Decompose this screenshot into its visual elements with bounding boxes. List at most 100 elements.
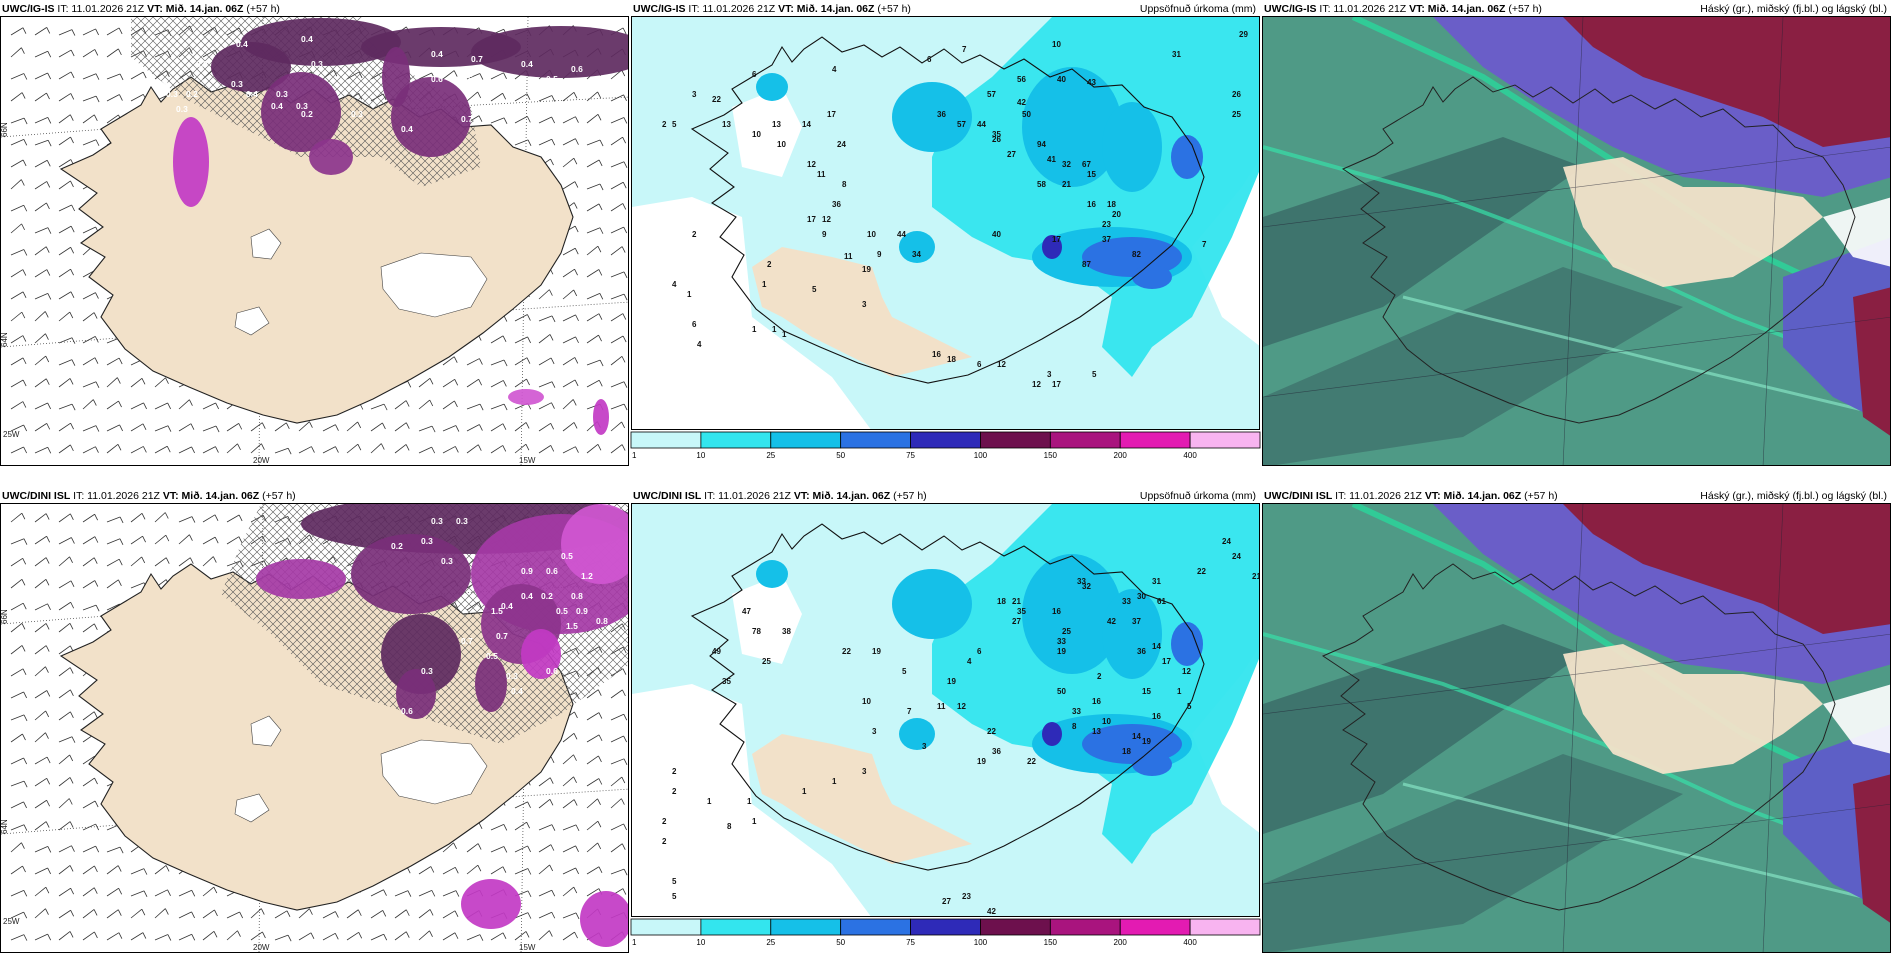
graticule — [1263, 17, 1890, 465]
precip-map[interactable]: 2424212231613033333216182135273742251933… — [631, 503, 1260, 917]
precip-map[interactable]: 6 7 10 31 29 26 25 4 56 40 43 57 42 50 36 57 44 35 94 67 26 2… — [631, 16, 1260, 430]
precip-value: 1 — [802, 787, 807, 796]
precip-value: 33 — [1072, 707, 1081, 716]
precip-value: 10 — [1052, 40, 1061, 49]
cloud-panel: UWC/IG-IS IT: 11.01.2026 21Z VT: Mið. 14… — [1262, 0, 1891, 468]
precip-value: 94 — [1037, 140, 1046, 149]
precip-value: 27 — [942, 897, 951, 906]
precip-value: 9 — [822, 230, 827, 239]
legend-swatch — [1189, 431, 1261, 449]
precip-value: 19 — [1142, 737, 1151, 746]
precip-value: 82 — [1132, 250, 1141, 259]
pressure-value: 0.3 — [351, 109, 363, 119]
valid-time: VT: Mið. 14.jan. 06Z — [1424, 490, 1522, 502]
precip-value: 36 — [937, 110, 946, 119]
precip-value: 17 — [1162, 657, 1171, 666]
precip-value: 26 — [1232, 90, 1241, 99]
init-time: IT: 11.01.2026 21Z — [688, 3, 776, 15]
model-name: UWC/DINI ISL — [633, 490, 702, 502]
pressure-value: 0.3 — [176, 104, 188, 114]
pressure-value: 0.4 — [521, 59, 533, 69]
pressure-value: 0.3 — [196, 59, 208, 69]
valid-time: VT: Mið. 14.jan. 06Z — [162, 490, 260, 502]
precip-value: 27 — [1012, 617, 1021, 626]
init-time: IT: 11.01.2026 21Z — [1335, 490, 1422, 502]
precip-legend: 1 10 25 50 75 100 150 200 400 — [630, 918, 1261, 949]
precip-value: 1 — [832, 777, 837, 786]
precip-value: 5 — [1092, 370, 1097, 379]
lead-time: (+57 h) — [246, 3, 280, 15]
pressure-value: 0.4 — [501, 601, 513, 611]
lon-label: 15W — [519, 943, 536, 952]
lat-label: 64N — [1, 819, 9, 834]
precip-value: 10 — [862, 697, 871, 706]
pressure-value: 0.2 — [541, 591, 553, 601]
precip-value: 43 — [1087, 78, 1096, 87]
precip-value: 50 — [1022, 110, 1031, 119]
precip-value: 8 — [1072, 722, 1077, 731]
legend-tick: 75 — [906, 451, 915, 460]
precip-value: 22 — [1197, 567, 1206, 576]
pressure-value: 0.6 — [431, 74, 443, 84]
lon-label: 20W — [253, 456, 270, 465]
precip-value: 10 — [777, 140, 786, 149]
precip-value: 4 — [967, 657, 972, 666]
precip-value: 11 — [937, 702, 946, 711]
glacier — [380, 739, 488, 805]
pressure-value: 0.4 — [301, 34, 313, 44]
precip-value: 36 — [832, 200, 841, 209]
precip-value: 21 — [1012, 597, 1021, 606]
pressure-value: 0.8 — [596, 616, 608, 626]
precip-value: 24 — [837, 140, 846, 149]
pressure-value: 0.8 — [571, 591, 583, 601]
wind-map[interactable]: 0.4 0.4 0.3 0.3 0.2 0.3 0.2 0.3 0.3 0.4 0.3 0.4 0.3 0… — [0, 16, 629, 466]
wind-map[interactable]: 0.3 0.3 0.2 0.3 0.3 0.5 1.2 0.8 0.9 1.5 0.5 0.8 0.9 0… — [0, 503, 629, 953]
model-name: UWC/IG-IS — [633, 3, 686, 15]
precip-value: 3 — [862, 300, 867, 309]
pressure-value: 0.9 — [521, 566, 533, 576]
cloud-map[interactable] — [1262, 503, 1891, 953]
pressure-value: 0.5 — [461, 74, 473, 84]
legend-swatch — [770, 431, 842, 449]
legend-tick: 200 — [1114, 938, 1128, 947]
precip-value: 38 — [782, 627, 791, 636]
pressure-value: 0.5 — [561, 551, 573, 561]
coastline — [1341, 76, 1856, 424]
legend-tick: 1 — [632, 938, 637, 947]
pressure-value: 0.3 — [421, 536, 433, 546]
pressure-value: 0.3 — [231, 79, 243, 89]
model-name: UWC/DINI ISL — [1264, 490, 1333, 502]
panel-field-title: Uppsöfnuð úrkoma (mm) — [1139, 490, 1256, 502]
pressure-value: 0.2 — [156, 79, 168, 89]
precip-value: 1 — [772, 325, 777, 334]
precip-value: 33 — [1122, 597, 1131, 606]
precip-value: 44 — [897, 230, 906, 239]
precip-value: 6 — [692, 320, 697, 329]
precip-value: 8 — [727, 822, 732, 831]
high-cloud-field — [1563, 504, 1890, 634]
valid-time: VT: Mið. 14.jan. 06Z — [793, 490, 891, 502]
pressure-value: 0.4 — [401, 124, 413, 134]
precip-value: 25 — [1232, 110, 1241, 119]
precip-value: 2 — [662, 120, 667, 129]
lat-label: 64N — [1, 332, 9, 347]
cloud-map[interactable] — [1262, 16, 1891, 466]
precip-value: 13 — [722, 120, 731, 129]
precip-value: 12 — [1032, 380, 1041, 389]
precip-value: 3 — [862, 767, 867, 776]
pressure-value: 0.5 — [486, 651, 498, 661]
legend-tick: 150 — [1044, 938, 1058, 947]
precip-value: 17 — [1052, 380, 1061, 389]
precip-value: 19 — [862, 265, 871, 274]
model-name: UWC/IG-IS — [2, 3, 55, 15]
pressure-value: 0.3 — [456, 516, 468, 526]
precip-value: 2 — [1097, 672, 1102, 681]
precip-value: 24 — [1232, 552, 1241, 561]
pressure-value: 0.4 — [236, 39, 248, 49]
panel-field-title: Háský (gr.), miðský (fj.bl.) og lágský (… — [1700, 490, 1887, 502]
pressure-value: 0.3 — [506, 671, 518, 681]
precip-value: 29 — [1239, 30, 1248, 39]
legend-tick: 25 — [766, 451, 775, 460]
precip-value: 57 — [957, 120, 966, 129]
precip-value: 19 — [872, 647, 881, 656]
